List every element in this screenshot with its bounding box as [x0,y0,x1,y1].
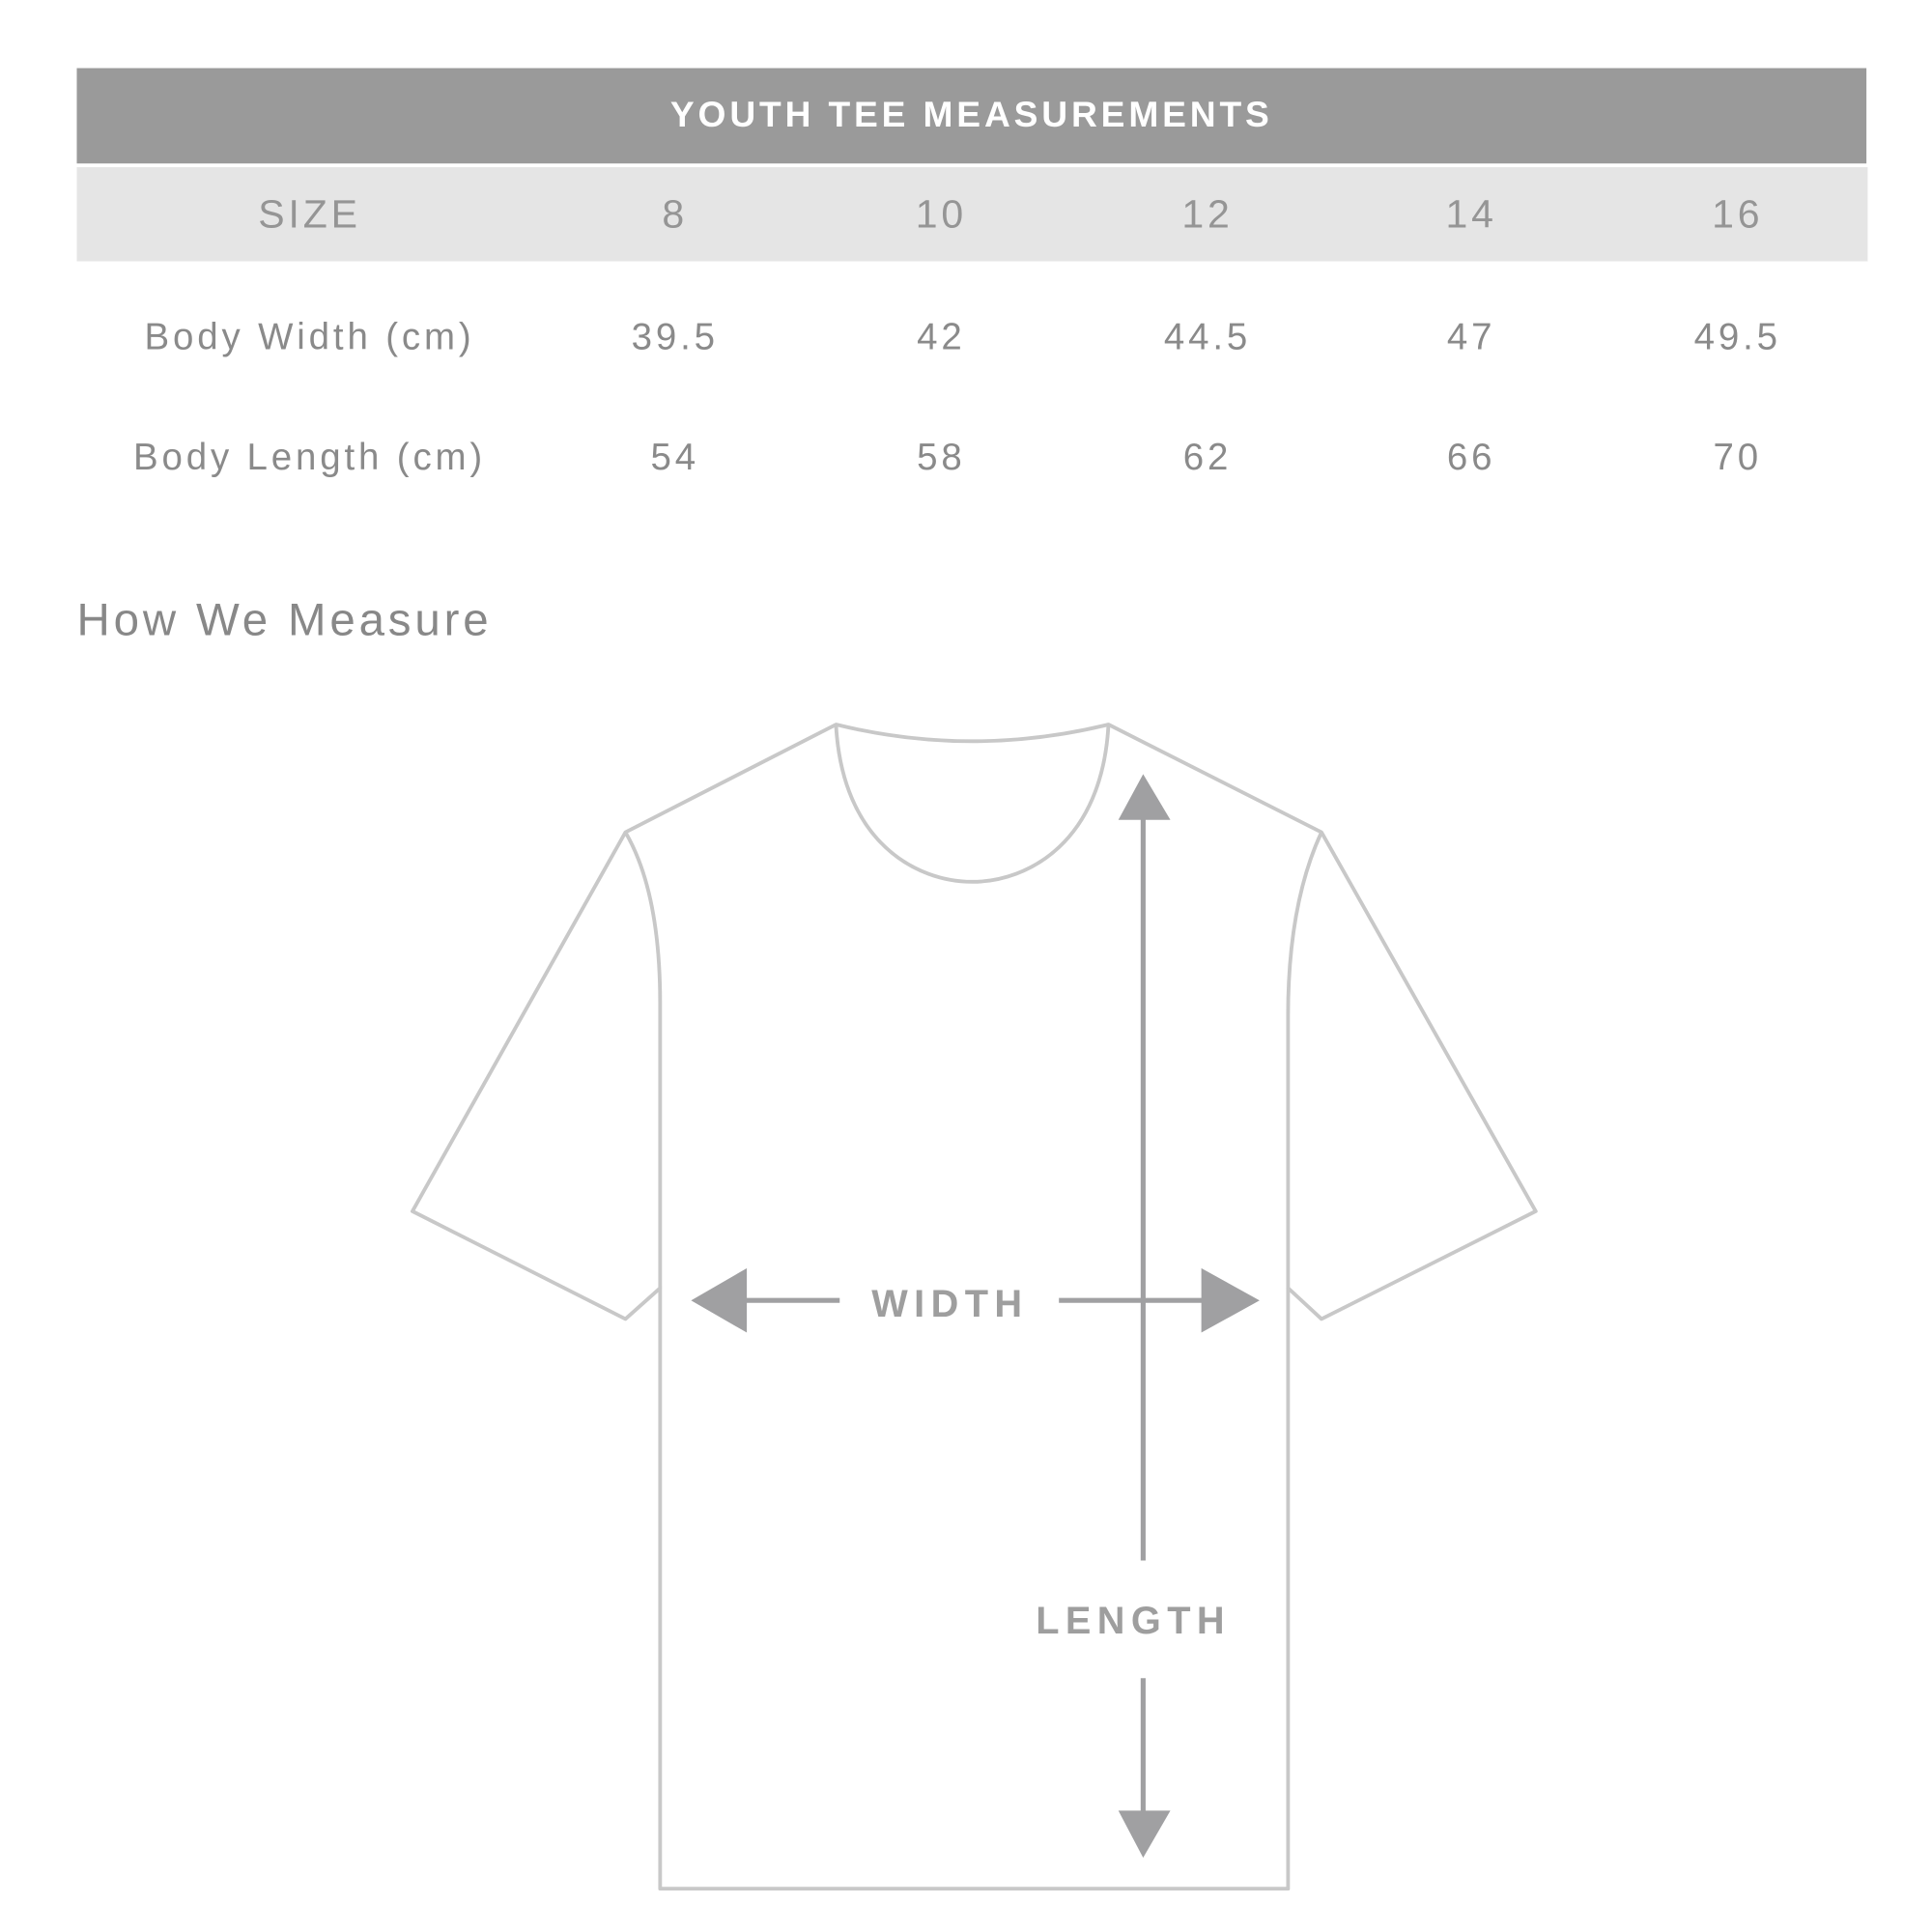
arrow-right-icon [1201,1267,1260,1333]
section-title: How We Measure [76,594,493,645]
arrow-down-icon [1118,1810,1171,1859]
size-header-cell: 8 [662,191,689,237]
size-header-cell: 10 [915,191,968,237]
size-header-cell: 16 [1712,191,1764,237]
size-header-cell: 14 [1445,191,1497,237]
table-cell: 54 [650,437,699,478]
tee-left-armhole [623,831,663,1289]
table-cell: 70 [1713,437,1763,478]
arrow-up-icon [1118,774,1171,820]
size-header-row: SIZE 8 10 12 14 16 [76,167,1868,262]
table-cell: 39.5 [631,317,719,358]
table-cell: 44.5 [1163,317,1252,358]
table-cell: 49.5 [1693,317,1781,358]
length-label: LENGTH [1036,1600,1231,1642]
table-cell: 47 [1446,317,1496,358]
tee-right-armhole [1286,831,1323,1289]
table-cell: 42 [917,317,966,358]
size-header-label: SIZE [258,191,361,237]
arrow-left-icon [691,1267,748,1333]
table-cell: 58 [917,437,966,478]
tee-neckline [834,724,1111,884]
width-label: WIDTH [871,1283,1028,1325]
table-title: YOUTH TEE MEASUREMENTS [76,68,1867,164]
table-row: Body Width (cm) 39.5 42 44.5 47 49.5 [0,301,1932,376]
table-row: Body Length (cm) 54 58 62 66 70 [0,421,1932,496]
tee-outline [411,723,1538,1891]
row-label: Body Width (cm) [144,317,475,358]
row-label: Body Length (cm) [132,437,487,478]
table-cell: 62 [1182,437,1233,478]
size-header-cell: 12 [1181,191,1234,237]
table-cell: 66 [1446,437,1496,478]
